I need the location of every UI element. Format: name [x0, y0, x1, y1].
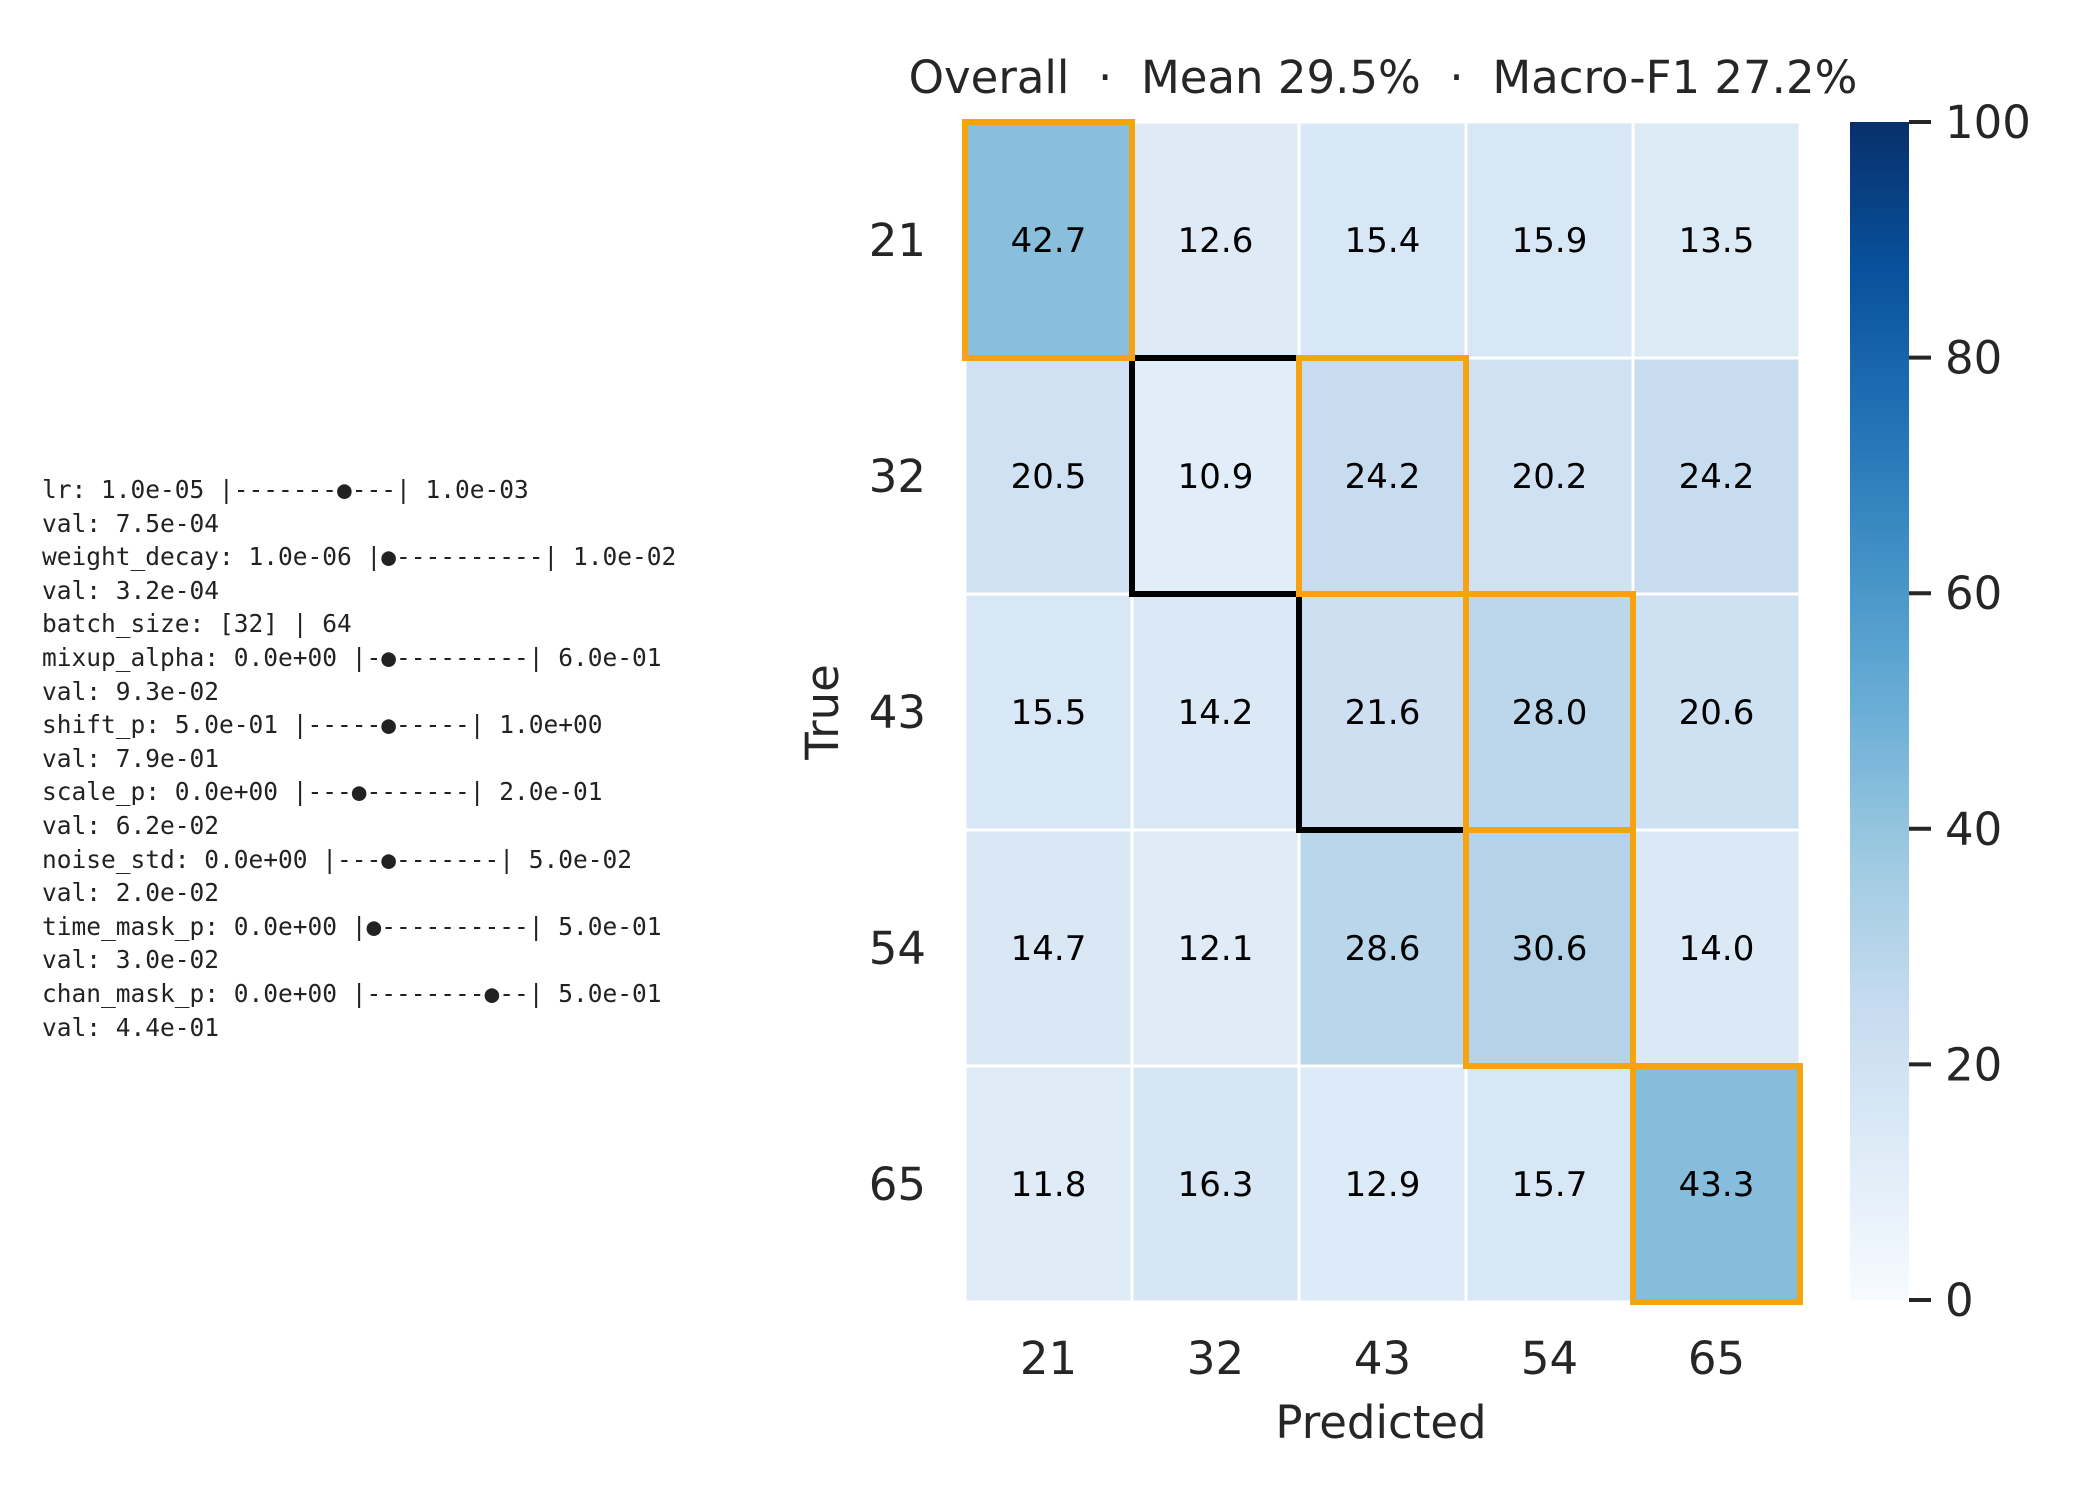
y-axis-label: True — [796, 664, 849, 761]
cell-value-label: 20.5 — [1011, 457, 1087, 497]
heatmap-cell — [1464, 828, 1635, 1068]
hyperparam-line: chan_mask_p: 0.0e+00 |--------●--| 5.0e-… — [42, 978, 662, 1008]
heatmap-cells — [963, 120, 1802, 1304]
cell-value-label: 13.5 — [1679, 221, 1755, 261]
y-tick-label: 54 — [869, 922, 926, 975]
hyperparam-line: val: 9.3e-02 — [42, 676, 220, 706]
x-tick-label: 65 — [1688, 1332, 1745, 1385]
colorbar-tick-label: 80 — [1945, 332, 2002, 385]
cell-value-label: 28.0 — [1512, 693, 1588, 733]
cell-value-label: 14.0 — [1679, 929, 1755, 969]
cell-value-label: 20.2 — [1512, 457, 1588, 497]
heatmap-cell — [963, 828, 1134, 1068]
colorbar — [1850, 122, 1909, 1300]
heatmap-cell — [963, 1064, 1134, 1304]
hyperparameter-panel: lr: 1.0e-05 |-------●---| 1.0e-03 val: 7.… — [42, 473, 842, 1044]
heatmap-cell — [1297, 592, 1468, 832]
colorbar-tick-label: 0 — [1945, 1274, 1974, 1327]
heatmap-cell — [1297, 356, 1468, 596]
cell-value-label: 20.6 — [1679, 693, 1755, 733]
y-tick-label: 32 — [869, 450, 926, 503]
cell-value-label: 28.6 — [1345, 929, 1421, 969]
colorbar-ticks: 0 20 40 60 80 100 — [1909, 96, 2031, 1327]
cell-value-label: 15.7 — [1512, 1165, 1588, 1205]
hyperparam-line: shift_p: 5.0e-01 |-----●-----| 1.0e+00 — [42, 710, 603, 740]
heatmap-cell — [1130, 828, 1301, 1068]
cell-value-label: 12.9 — [1345, 1165, 1421, 1205]
cell-value-label: 16.3 — [1178, 1165, 1254, 1205]
cell-value-label: 15.4 — [1345, 221, 1421, 261]
highlight-boxes — [962, 119, 1803, 1305]
orange-highlight-box — [1463, 827, 1636, 1069]
hyperparam-line: val: 3.2e-04 — [42, 575, 220, 605]
hyperparam-line: time_mask_p: 0.0e+00 |●----------| 5.0e-… — [42, 911, 662, 941]
x-tick-label: 54 — [1521, 1332, 1578, 1385]
cell-value-label: 15.9 — [1512, 221, 1588, 261]
y-tick-labels: 21 32 43 54 65 — [869, 214, 926, 1211]
colorbar-tick-label: 40 — [1945, 803, 2002, 856]
y-tick-label: 21 — [869, 214, 926, 267]
hyperparam-line: mixup_alpha: 0.0e+00 |-●---------| 6.0e-… — [42, 642, 662, 672]
cell-value-label: 12.6 — [1178, 221, 1254, 261]
cell-value-label: 12.1 — [1178, 929, 1254, 969]
heatmap-cell — [1130, 592, 1301, 832]
heatmap-cell — [963, 592, 1134, 832]
x-tick-label: 43 — [1354, 1332, 1411, 1385]
orange-highlight-box — [1630, 1063, 1803, 1305]
cell-value-label: 24.2 — [1679, 457, 1755, 497]
hyperparam-line: batch_size: [32] | 64 — [42, 609, 352, 639]
colorbar-tick-label: 20 — [1945, 1038, 2002, 1091]
cell-value-label: 24.2 — [1345, 457, 1421, 497]
heatmap-cell — [1130, 1064, 1301, 1304]
hyperparam-line: weight_decay: 1.0e-06 |●----------| 1.0e… — [42, 542, 677, 572]
cell-value-label: 14.2 — [1178, 693, 1254, 733]
heatmap-cell — [1631, 356, 1802, 596]
heatmap-cell — [1464, 356, 1635, 596]
orange-highlight-box — [962, 119, 1135, 361]
chart-title: Overall · Mean 29.5% · Macro-F1 27.2% — [909, 51, 1858, 104]
cell-value-label: 42.7 — [1011, 221, 1087, 261]
heatmap-cell — [1297, 120, 1468, 360]
hyperparam-line: val: 7.9e-01 — [42, 743, 220, 773]
x-tick-label: 32 — [1187, 1332, 1244, 1385]
cell-value-label: 10.9 — [1178, 457, 1254, 497]
hyperparam-line: val: 7.5e-04 — [42, 508, 220, 538]
cell-value-label: 11.8 — [1011, 1165, 1087, 1205]
hyperparam-line: val: 6.2e-02 — [42, 810, 220, 840]
heatmap-cell — [1631, 592, 1802, 832]
heatmap-cell-labels: 42.7 12.6 15.4 15.9 13.5 20.5 10.9 24.2 20.2 24.2… — [1011, 221, 1755, 1205]
y-tick-label: 65 — [869, 1158, 926, 1211]
hyperparam-line: val: 2.0e-02 — [42, 878, 220, 908]
cell-value-label: 43.3 — [1679, 1165, 1755, 1205]
cell-value-label: 30.6 — [1512, 929, 1588, 969]
heatmap-cell — [1464, 1064, 1635, 1304]
y-tick-label: 43 — [869, 686, 926, 739]
hyperparam-line: val: 3.0e-02 — [42, 945, 220, 975]
x-tick-label: 21 — [1020, 1332, 1077, 1385]
heatmap-cell — [1631, 120, 1802, 360]
cell-value-label: 14.7 — [1011, 929, 1087, 969]
heatmap-cell — [1631, 828, 1802, 1068]
heatmap-cell — [1464, 120, 1635, 360]
cell-value-label: 15.5 — [1011, 693, 1087, 733]
x-tick-labels: 21 32 43 54 65 — [1020, 1332, 1745, 1385]
colorbar-tick-label: 60 — [1945, 567, 2002, 620]
x-axis-label: Predicted — [1275, 1396, 1486, 1449]
hyperparam-line: noise_std: 0.0e+00 |---●-------| 5.0e-02 — [42, 844, 633, 874]
heatmap-cell — [1297, 1064, 1468, 1304]
heatmap-cell — [1631, 1064, 1802, 1304]
hyperparam-line: val: 4.4e-01 — [42, 1012, 220, 1042]
hyperparam-line: lr: 1.0e-05 |-------●---| 1.0e-03 — [42, 475, 529, 504]
orange-highlight-box — [1296, 355, 1469, 597]
hyperparam-line: scale_p: 0.0e+00 |---●-------| 2.0e-01 — [42, 777, 603, 807]
colorbar-tick-label: 100 — [1945, 96, 2031, 149]
cell-value-label: 21.6 — [1345, 693, 1421, 733]
